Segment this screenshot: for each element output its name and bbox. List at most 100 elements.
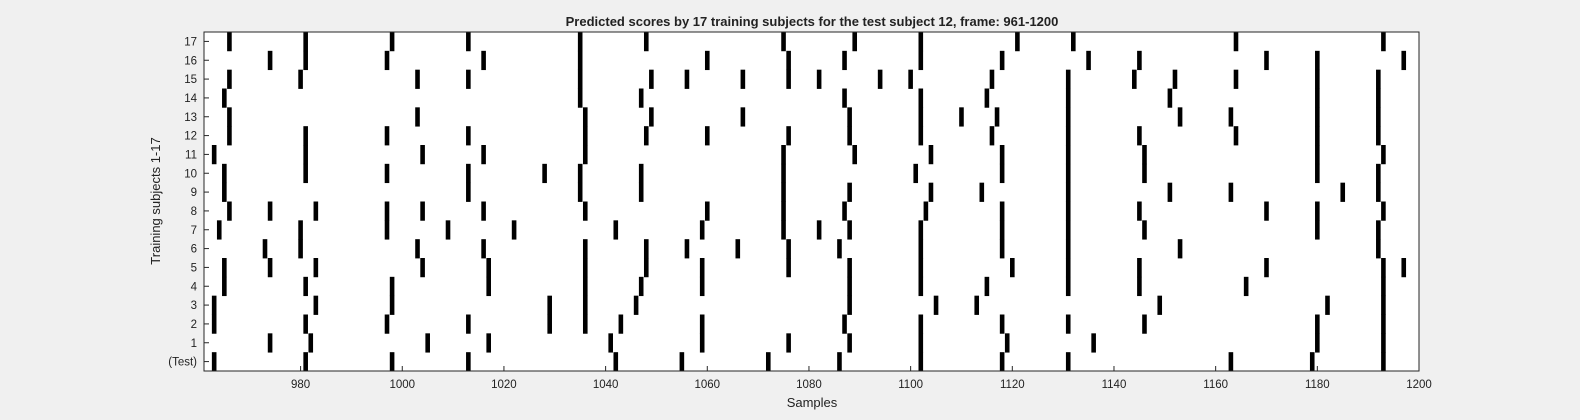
event-mark-row-2-13 [1315, 314, 1320, 334]
x-tick-label-1120: 1120 [1000, 379, 1025, 391]
y-tick-label-1: 1 [191, 338, 197, 350]
y-tick-label-10: 10 [184, 168, 197, 180]
event-mark-row-17-11 [1233, 32, 1239, 52]
plot-area [204, 32, 1419, 371]
event-mark-row-11-7 [928, 145, 934, 165]
event-mark-row-12-0 [227, 126, 232, 146]
event-mark-row-8-3 [384, 201, 390, 221]
event-mark-row-8-15 [1315, 201, 1320, 221]
event-mark-row-6-2 [415, 239, 420, 259]
event-mark-row-2-7 [699, 314, 705, 334]
event-mark-row-16-1 [303, 50, 308, 71]
event-mark-row-3-9 [1157, 295, 1163, 315]
event-mark-row-1-9 [1004, 333, 1010, 353]
event-mark-row-0-2 [389, 352, 395, 372]
event-mark-row-15-8 [786, 69, 791, 89]
event-mark-row-12-12 [1137, 126, 1142, 146]
event-mark-row-15-13 [1065, 69, 1071, 89]
event-mark-row-5-5 [582, 258, 588, 278]
event-mark-row-1-12 [1381, 333, 1386, 353]
event-mark-row-16-0 [267, 50, 273, 71]
x-axis-label: Samples [787, 395, 838, 410]
event-mark-row-7-6 [699, 220, 705, 240]
event-mark-row-6-14 [1376, 239, 1381, 259]
event-mark-row-6-4 [582, 239, 588, 259]
event-mark-row-6-9 [837, 239, 842, 259]
event-mark-row-5-1 [267, 258, 273, 278]
event-mark-row-3-10 [1325, 295, 1330, 315]
event-mark-row-0-12 [1309, 352, 1315, 372]
event-mark-row-12-3 [466, 126, 471, 146]
event-mark-row-17-2 [389, 32, 395, 52]
event-mark-row-7-3 [445, 220, 451, 240]
event-mark-row-11-12 [1381, 145, 1386, 165]
event-mark-row-1-3 [486, 333, 491, 353]
event-mark-row-0-11 [1228, 352, 1234, 372]
event-mark-row-2-4 [547, 314, 552, 334]
event-mark-row-16-3 [481, 50, 486, 71]
event-mark-row-8-2 [313, 201, 319, 221]
event-mark-row-16-13 [1315, 50, 1320, 71]
event-mark-row-5-9 [847, 258, 852, 278]
event-mark-row-9-2 [577, 182, 583, 202]
event-mark-row-16-6 [786, 50, 791, 71]
event-mark-row-3-5 [633, 295, 639, 315]
event-mark-row-4-3 [486, 276, 491, 297]
y-tick-label-11: 11 [185, 149, 197, 161]
event-mark-row-17-9 [1015, 32, 1020, 52]
x-tick-label-1080: 1080 [796, 379, 822, 391]
y-tick-label-12: 12 [184, 131, 197, 143]
event-mark-row-6-10 [918, 239, 924, 259]
event-mark-row-12-9 [918, 126, 924, 146]
event-mark-row-0-8 [918, 352, 924, 372]
event-mark-row-6-0 [262, 239, 268, 259]
event-mark-row-0-3 [466, 352, 471, 372]
event-mark-row-8-6 [582, 201, 588, 221]
event-mark-row-12-10 [989, 126, 995, 146]
event-mark-row-13-2 [582, 107, 588, 127]
event-mark-row-5-8 [786, 258, 791, 278]
event-mark-row-9-5 [847, 182, 852, 202]
x-tick-label-1000: 1000 [389, 379, 415, 391]
event-mark-row-10-7 [781, 163, 786, 184]
event-mark-row-15-5 [649, 69, 654, 89]
y-tick-label-16: 16 [184, 55, 197, 67]
event-mark-row-10-11 [1142, 163, 1147, 184]
y-tick-label-14: 14 [184, 93, 197, 105]
event-mark-row-10-13 [1376, 163, 1381, 184]
event-mark-row-0-6 [765, 352, 771, 372]
event-mark-row-4-9 [984, 276, 990, 297]
event-mark-row-7-10 [918, 220, 924, 240]
event-mark-row-3-7 [933, 295, 939, 315]
event-mark-row-6-8 [786, 239, 791, 259]
event-mark-row-17-12 [1381, 32, 1386, 52]
event-mark-row-5-4 [486, 258, 491, 278]
event-mark-row-9-3 [638, 182, 644, 202]
event-mark-row-9-1 [466, 182, 471, 202]
y-tick-label-6: 6 [191, 244, 197, 256]
event-mark-row-6-13 [1177, 239, 1183, 259]
event-mark-row-12-1 [303, 126, 308, 146]
event-mark-row-11-2 [420, 145, 425, 165]
event-mark-row-11-6 [852, 145, 858, 165]
event-mark-row-12-11 [1065, 126, 1071, 146]
event-mark-row-5-15 [1381, 258, 1386, 278]
event-mark-row-9-11 [1340, 182, 1346, 202]
event-mark-row-13-4 [740, 107, 746, 127]
event-mark-row-5-11 [1010, 258, 1015, 278]
event-mark-row-9-10 [1228, 182, 1234, 202]
event-mark-row-17-5 [643, 32, 649, 52]
event-mark-row-15-9 [816, 69, 822, 89]
event-mark-row-11-1 [303, 145, 308, 165]
event-marks [211, 32, 1407, 372]
event-mark-row-10-0 [222, 163, 227, 184]
event-mark-row-12-5 [643, 126, 649, 146]
x-tick-label-1020: 1020 [491, 379, 517, 391]
event-mark-row-8-10 [923, 201, 929, 221]
event-mark-row-5-0 [222, 258, 227, 278]
x-tick-label-1140: 1140 [1102, 379, 1127, 391]
y-tick-label-15: 15 [184, 74, 197, 86]
event-mark-row-10-2 [384, 163, 390, 184]
event-mark-row-12-6 [704, 126, 710, 146]
